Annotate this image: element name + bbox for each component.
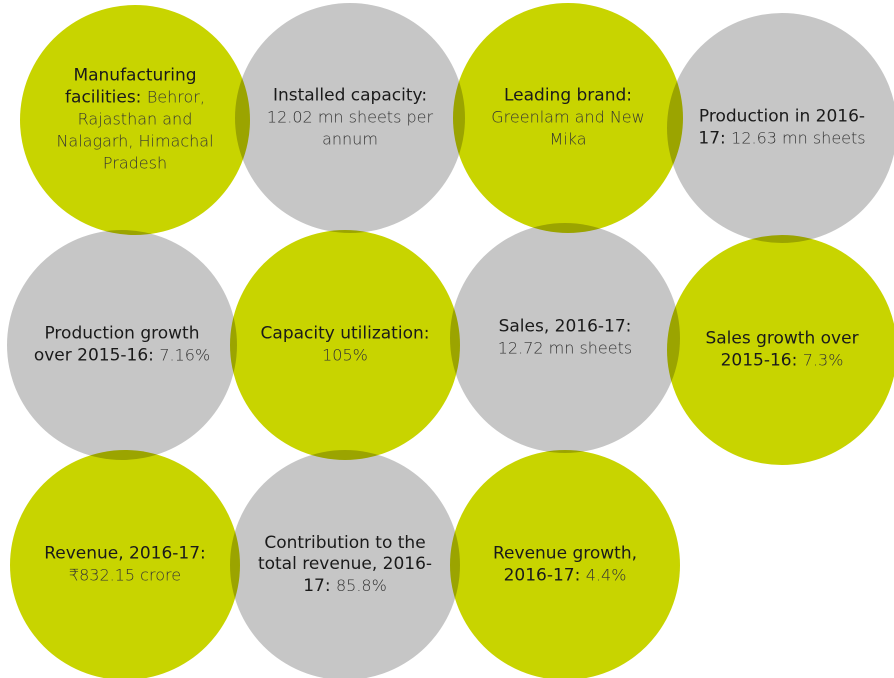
circle-text: Installed capacity: 12.02 mn sheets per … — [260, 86, 440, 151]
label: Manufacturing facilities: — [65, 65, 197, 108]
label: Revenue, 2016-17: — [44, 543, 206, 564]
circle-text: Revenue growth, 2016-17: 4.4% — [475, 544, 655, 587]
label: Production in 2016-17: — [698, 106, 866, 149]
circle — [667, 13, 894, 243]
label: Sales growth over 2015-16: — [705, 328, 859, 371]
circle-text: Sales growth over 2015-16: 7.3% — [692, 329, 872, 372]
circle — [450, 223, 680, 453]
value: 85.8% — [335, 576, 387, 595]
circle-text: Sales, 2016-17: 12.72 mn sheets — [475, 317, 655, 360]
circle — [235, 3, 465, 233]
circle-text: Capacity utilization: 105% — [255, 324, 435, 367]
value: 12.02 mn sheets per annum — [266, 107, 434, 149]
label: Production growth over 2015-16: — [33, 323, 200, 366]
label: Sales, 2016-17: — [498, 316, 632, 337]
label: Leading brand: — [503, 85, 633, 106]
circle — [453, 3, 683, 233]
circle-text: Leading brand: Greenlam and New Mika — [478, 86, 658, 151]
label: Contribution to the total revenue, 2016-… — [257, 533, 433, 596]
label: Capacity utilization: — [260, 323, 430, 344]
value: Greenlam and New Mika — [491, 107, 645, 149]
circle-text: Production in 2016-17: 12.63 mn sheets — [692, 107, 872, 150]
circle — [7, 230, 237, 460]
value: 7.16% — [159, 345, 211, 365]
circle — [450, 450, 680, 678]
circle — [10, 450, 240, 678]
circle-text: Manufacturing facilities: Behror, Rajast… — [45, 66, 225, 175]
circle — [667, 235, 894, 465]
circle — [230, 230, 460, 460]
circle-text: Production growth over 2015-16: 7.16% — [32, 324, 212, 367]
value: 12.63 mn sheets — [731, 128, 866, 148]
circle — [230, 450, 460, 678]
circle-text: Contribution to the total revenue, 2016-… — [255, 533, 435, 597]
value: 12.72 mn sheets — [497, 338, 633, 358]
label: Installed capacity: — [272, 85, 428, 106]
value: 4.4% — [585, 565, 627, 585]
circle-text: Revenue, 2016-17: ₹832.15 crore — [35, 544, 215, 587]
value: 7.3% — [802, 350, 844, 370]
value: Behror, Rajasthan and Nalagarh, Himachal… — [56, 87, 214, 173]
value: 105% — [322, 345, 368, 365]
circle — [20, 5, 250, 235]
label: Revenue growth, 2016-17: — [493, 543, 637, 586]
value: ₹832.15 crore — [68, 565, 182, 585]
